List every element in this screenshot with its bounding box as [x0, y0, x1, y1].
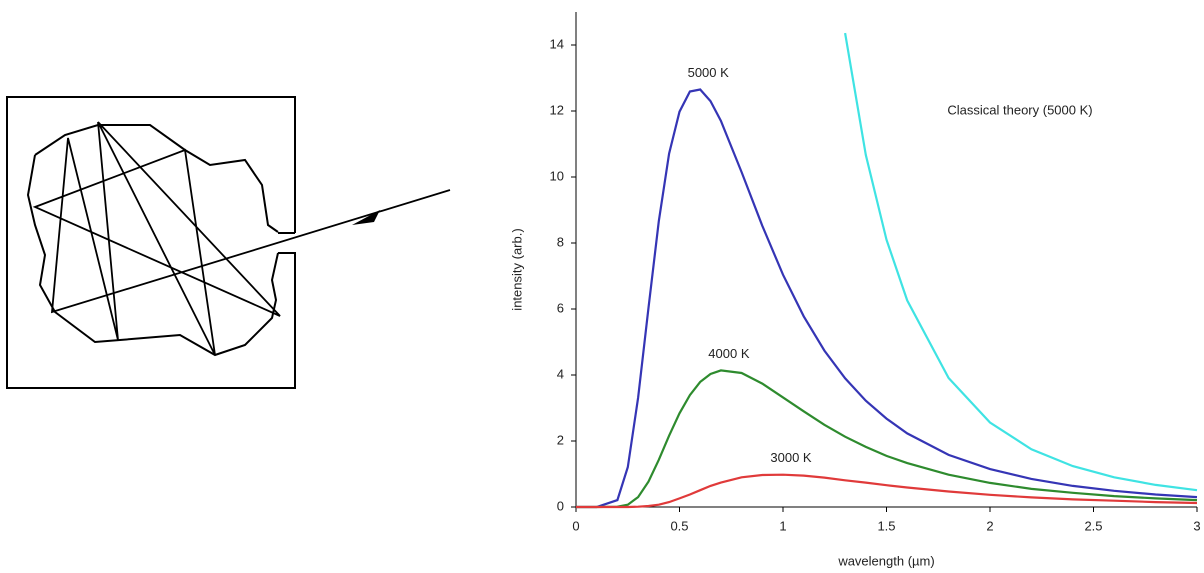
y-tick-label: 8	[557, 234, 564, 249]
ray-paths	[32, 121, 451, 356]
x-tick-label: 1	[779, 518, 786, 533]
y-axis-label: intensity (arb.)	[509, 228, 524, 310]
y-tick-label: 12	[550, 102, 564, 117]
x-axis-label: wavelength (µm)	[837, 553, 934, 568]
cavity-diagram	[6, 96, 451, 389]
cavity	[26, 124, 279, 357]
x-tick-label: 0.5	[670, 518, 688, 533]
y-tick-label: 6	[557, 300, 564, 315]
x-tick-label: 2.5	[1084, 518, 1102, 533]
x-tick-label: 1.5	[877, 518, 895, 533]
y-tick-label: 10	[550, 168, 564, 183]
series-label: 4000 K	[708, 346, 750, 361]
series-line	[576, 473, 1198, 509]
y-tick-label: 4	[557, 366, 564, 381]
series-line	[576, 369, 1198, 509]
x-tick-label: 2	[986, 518, 993, 533]
y-tick-label: 2	[557, 432, 564, 447]
y-tick-label: 0	[557, 498, 564, 513]
box	[6, 96, 296, 389]
arrowhead	[352, 210, 380, 225]
y-tick-label: 14	[550, 36, 564, 51]
series-label: 3000 K	[770, 450, 812, 465]
series-line	[576, 88, 1198, 509]
series-label: Classical theory (5000 K)	[947, 102, 1092, 117]
series-label: 5000 K	[688, 65, 730, 80]
series-line	[844, 32, 1198, 492]
x-tick-label: 0	[572, 518, 579, 533]
x-tick-label: 3	[1193, 518, 1200, 533]
